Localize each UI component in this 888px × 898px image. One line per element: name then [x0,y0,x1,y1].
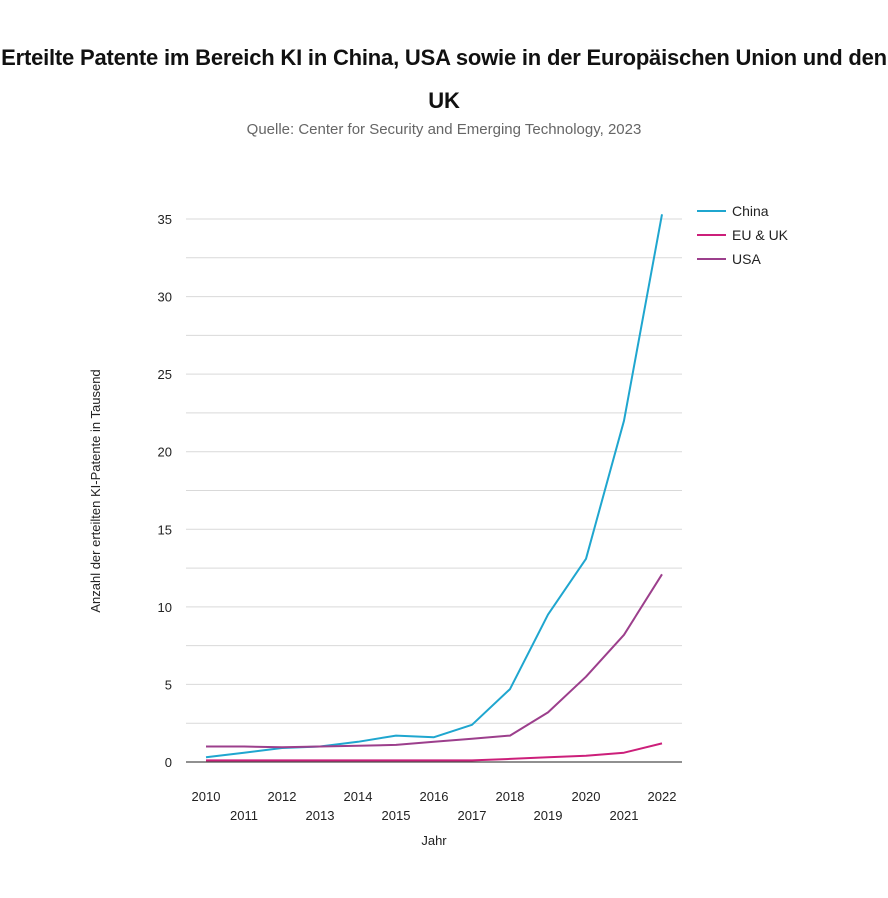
x-tick-label: 2011 [230,808,258,823]
x-tick-label: 2017 [458,808,487,823]
y-tick-label: 30 [158,290,172,305]
legend-label: USA [732,251,761,267]
y-tick-label: 10 [158,600,172,615]
y-tick-label: 5 [165,677,172,692]
x-tick-label: 2021 [610,808,639,823]
legend-label: China [732,203,769,219]
series-line-eu-uk [206,742,663,762]
chart-title: Erteilte Patente im Bereich KI in China,… [1,45,887,113]
x-tick-label: 2012 [268,789,297,804]
x-tick-label: 2013 [306,808,335,823]
x-tick-label: 2018 [496,789,525,804]
legend-label: EU & UK [732,227,789,243]
y-tick-label: 0 [165,755,172,770]
y-tick-label: 15 [158,522,172,537]
y-tick-label: 25 [158,367,172,382]
x-tick-label: 2022 [648,789,677,804]
y-tick-label: 35 [158,212,172,227]
series-line-usa [206,573,663,749]
x-tick-label: 2010 [192,789,221,804]
x-tick-label: 2020 [572,789,601,804]
y-axis-label: Anzahl der erteilten KI-Patente in Tause… [88,369,103,612]
series-line-china [205,214,663,759]
y-tick-label: 20 [158,445,172,460]
x-tick-label: 2019 [534,808,563,823]
x-tick-label: 2015 [382,808,411,823]
x-tick-label: 2014 [344,789,373,804]
x-axis-label: Jahr [421,833,447,848]
x-tick-label: 2016 [420,789,449,804]
chart-subtitle: Quelle: Center for Security and Emerging… [246,121,642,138]
